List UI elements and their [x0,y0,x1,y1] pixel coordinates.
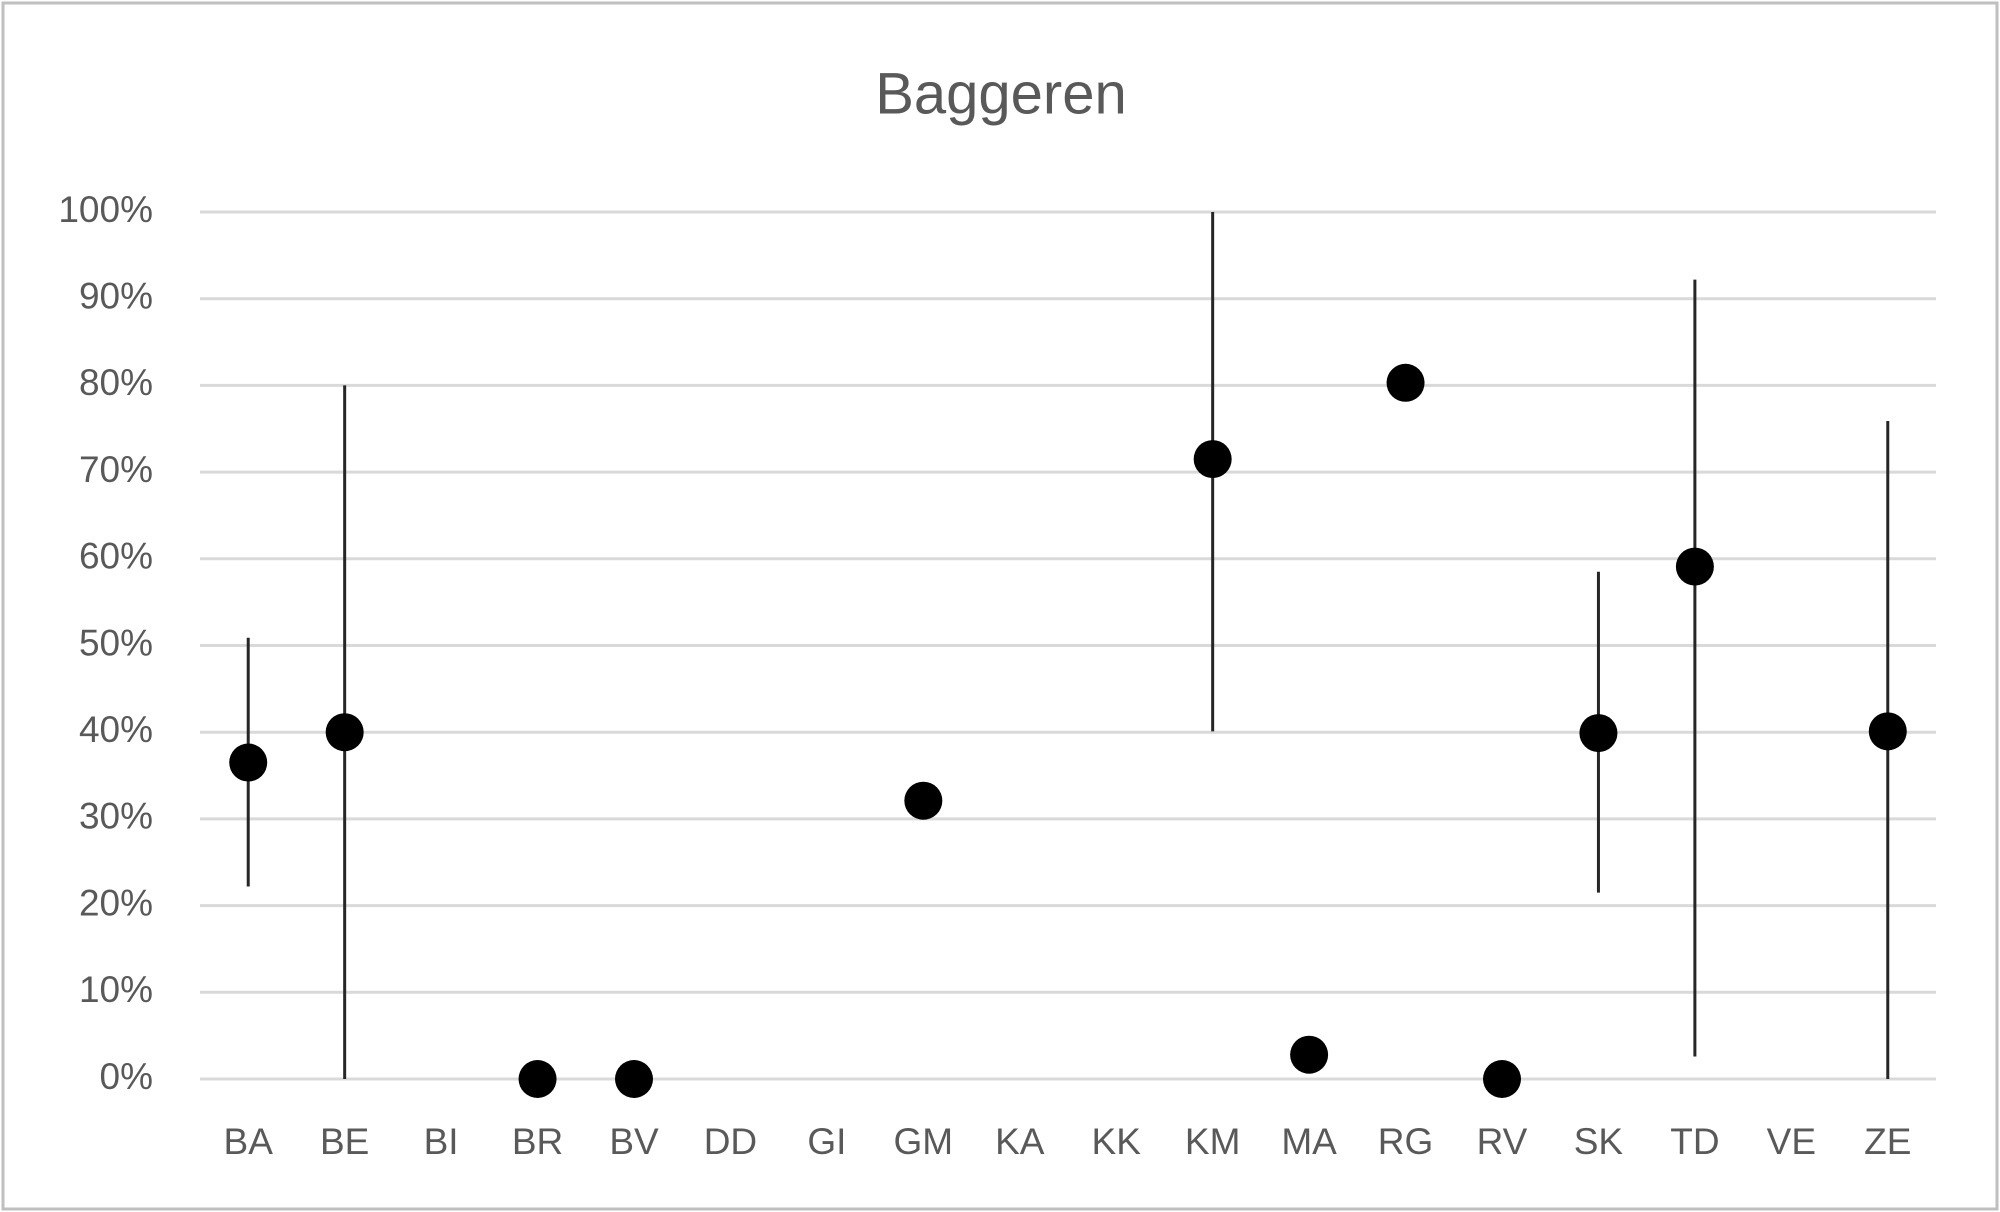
y-tick-label: 70% [79,449,153,490]
y-tick-label: 60% [79,536,153,577]
chart-title: Baggeren [875,61,1127,126]
x-tick-label: KK [1092,1121,1142,1162]
x-tick-label: BR [512,1121,563,1162]
x-tick-label: BE [320,1121,369,1162]
dot [1193,440,1232,479]
y-tick-label: 30% [79,796,153,837]
y-tick-label: 80% [79,362,153,403]
x-tick-label: ZE [1864,1121,1911,1162]
x-tick-label: KA [995,1121,1045,1162]
y-tick-label: 10% [79,969,153,1010]
x-tick-label: BV [609,1121,659,1162]
x-tick-label: RG [1378,1121,1434,1162]
y-tick-label: 40% [79,709,153,750]
dot [518,1060,557,1098]
y-tick-label: 0% [100,1056,153,1097]
x-tick-label: RV [1477,1121,1528,1162]
dot [1579,714,1618,753]
dot [904,781,943,820]
x-tick-label: SK [1574,1121,1624,1162]
x-tick-label: GM [894,1121,954,1162]
dot [1868,712,1907,751]
x-tick-label: MA [1281,1121,1337,1162]
x-tick-label: BA [224,1121,274,1162]
y-tick-label: 100% [58,189,153,230]
dot [1290,1035,1329,1074]
dot [1675,547,1714,586]
dot [325,713,364,752]
x-tick-label: TD [1670,1121,1719,1162]
x-tick-label: BI [424,1121,459,1162]
y-tick-label: 90% [79,275,153,316]
dot [229,743,268,782]
x-tick-label: GI [807,1121,846,1162]
x-tick-label: DD [704,1121,757,1162]
dot [1483,1060,1521,1098]
y-tick-label: 50% [79,622,153,663]
dot [615,1060,653,1098]
x-tick-label: VE [1767,1121,1816,1162]
y-tick-label: 20% [79,882,153,923]
dot [1386,363,1425,402]
x-tick-label: KM [1185,1121,1241,1162]
